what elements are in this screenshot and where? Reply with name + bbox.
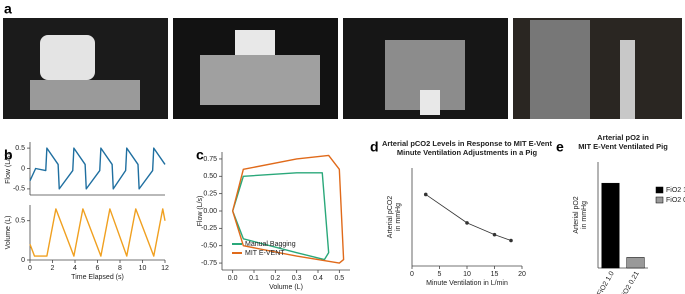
x-axis-label: Time Elapsed (s) (71, 274, 124, 281)
bar (601, 182, 620, 269)
x-tick-label: 10 (139, 265, 147, 272)
x-tick-label: 20 (518, 271, 526, 278)
y-tick-label: 0.5 (15, 218, 25, 225)
y-tick-label: -0.50 (201, 243, 217, 250)
point (509, 238, 513, 243)
chart-title: MIT E-Vent Ventilated Pig (578, 142, 668, 151)
y-tick-label: 0.00 (203, 208, 217, 215)
y-axis-label: in mmHg (581, 201, 588, 229)
x-tick-label: 5 (438, 271, 442, 278)
bar (626, 257, 645, 269)
y-tick-label: 0.50 (203, 173, 217, 180)
y-tick-label: 0.5 (15, 145, 25, 152)
x-axis-label: Minute Ventilation in L/min (426, 280, 508, 287)
legend-label: FiO2 0.21 (666, 197, 685, 204)
y-axis-label: Flow (L/s) (5, 153, 12, 184)
y-axis-label: Volume (L) (5, 216, 12, 250)
panel-label: d (370, 139, 379, 155)
photo-detail (40, 35, 95, 80)
legend-label: Manual Bagging (245, 241, 296, 248)
panel-label: b (4, 147, 13, 163)
y-tick-label: 0 (21, 165, 25, 172)
point (492, 232, 497, 237)
point (423, 192, 428, 197)
x-tick-label: FiO2 1.0 (596, 270, 616, 294)
x-tick-label: 0 (28, 265, 32, 272)
point (465, 221, 469, 225)
series-line (29, 208, 166, 257)
x-tick-label: 8 (118, 265, 122, 272)
photo-detail (200, 55, 320, 105)
photo-detail (420, 90, 440, 115)
legend-label: MIT E-VENT (245, 250, 285, 257)
y-tick-label: -0.5 (13, 186, 25, 193)
series-line (29, 147, 166, 190)
legend-swatch (655, 186, 664, 194)
x-tick-label: 0 (410, 271, 414, 278)
chart-title: Arterial pCO2 Levels in Response to MIT … (382, 139, 553, 148)
y-axis-label: Flow (L/s) (197, 196, 204, 227)
x-tick-label: 0.1 (249, 275, 259, 282)
photo-detail (530, 20, 590, 119)
x-tick-label: 12 (161, 265, 169, 272)
photos (3, 18, 682, 119)
x-tick-label: 2 (51, 265, 55, 272)
panel-label: e (556, 139, 564, 155)
x-tick-label: 0.4 (313, 275, 323, 282)
x-tick-label: 6 (96, 265, 100, 272)
y-tick-label: 0.75 (203, 156, 217, 163)
x-axis-label: Volume (L) (269, 284, 303, 291)
series-line (425, 194, 512, 241)
series-line (231, 172, 330, 261)
x-tick-label: FiO2 0.21 (619, 270, 640, 294)
x-tick-label: 0.5 (334, 275, 344, 282)
legend-swatch (655, 196, 664, 204)
panel-label: c (196, 147, 204, 163)
x-tick-label: 4 (73, 265, 77, 272)
y-tick-label: 0 (21, 257, 25, 264)
series-line (231, 154, 345, 264)
photo-detail (620, 40, 635, 119)
chart-title: Minute Ventilation Adjustments in a Pig (397, 148, 538, 157)
x-tick-label: 15 (491, 271, 499, 278)
photo-detail (30, 80, 140, 110)
y-axis-label: Arterial pCO2 (387, 196, 394, 239)
x-tick-label: 0.2 (270, 275, 280, 282)
y-axis-label: in mmHg (395, 203, 402, 231)
panel-label: a (4, 1, 12, 17)
y-tick-label: 0.25 (203, 190, 217, 197)
legend-label: FiO2 1.0 (666, 187, 685, 194)
y-axis-label: Arterial pO2 (573, 196, 580, 233)
y-tick-label: -0.75 (201, 260, 217, 267)
x-tick-label: 10 (463, 271, 471, 278)
x-tick-label: 0.0 (228, 275, 238, 282)
x-tick-label: 0.3 (292, 275, 302, 282)
y-tick-label: -0.25 (201, 225, 217, 232)
chart-title: Arterial pO2 in (597, 133, 649, 142)
